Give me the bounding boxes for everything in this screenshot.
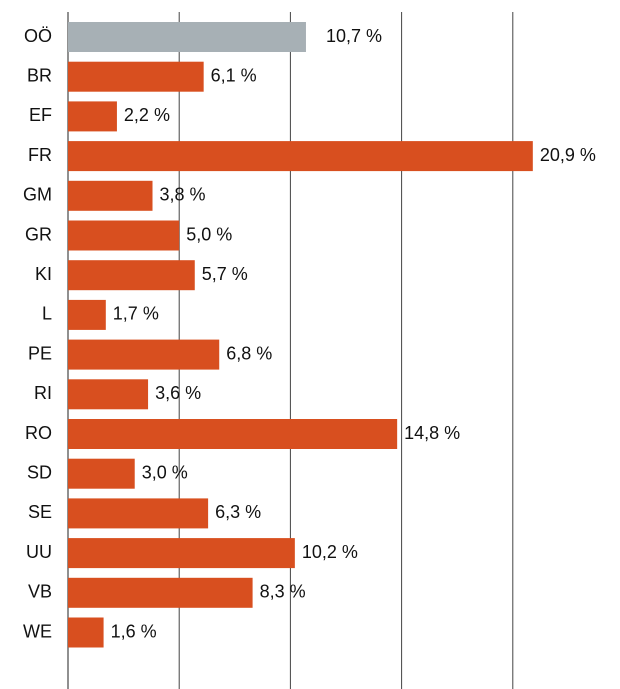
bar [68, 458, 135, 489]
category-label: RO [25, 423, 52, 443]
value-label: 1,6 % [111, 621, 157, 641]
value-label: 3,6 % [155, 383, 201, 403]
category-label: FR [28, 145, 52, 165]
bar [68, 220, 180, 251]
value-label: 5,0 % [186, 224, 232, 244]
category-label: EF [29, 105, 52, 125]
bar [68, 577, 253, 608]
bar [68, 617, 104, 648]
value-label: 1,7 % [113, 304, 159, 324]
value-label: 10,7 % [326, 26, 382, 46]
category-label: OÖ [24, 26, 52, 46]
value-label: 8,3 % [260, 582, 306, 602]
value-label: 2,2 % [124, 105, 170, 125]
value-label: 14,8 % [404, 423, 460, 443]
bar [68, 538, 295, 569]
category-label: WE [23, 621, 52, 641]
value-label: 6,3 % [215, 502, 261, 522]
bar [68, 379, 149, 410]
bar [68, 419, 398, 449]
category-label: PE [28, 343, 52, 363]
bar [68, 260, 195, 291]
bar [68, 498, 209, 529]
bar [68, 101, 117, 132]
value-label: 3,8 % [160, 185, 206, 205]
value-label: 5,7 % [202, 264, 248, 284]
category-label: GM [23, 185, 52, 205]
bar [68, 299, 106, 330]
value-label: 6,1 % [211, 65, 257, 85]
bar [68, 180, 153, 211]
category-label: BR [27, 65, 52, 85]
value-label: 6,8 % [226, 343, 272, 363]
bar [68, 22, 306, 52]
value-label: 3,0 % [142, 462, 188, 482]
category-label: GR [25, 224, 52, 244]
category-label: L [42, 304, 52, 324]
category-label: RI [34, 383, 52, 403]
category-label: SD [27, 462, 52, 482]
category-label: UU [26, 542, 52, 562]
category-label: VB [28, 582, 52, 602]
value-label: 20,9 % [540, 145, 596, 165]
bar [68, 141, 533, 172]
category-label: KI [35, 264, 52, 284]
bar [68, 61, 204, 92]
bar [68, 339, 220, 370]
category-label: SE [28, 502, 52, 522]
value-label: 10,2 % [302, 542, 358, 562]
